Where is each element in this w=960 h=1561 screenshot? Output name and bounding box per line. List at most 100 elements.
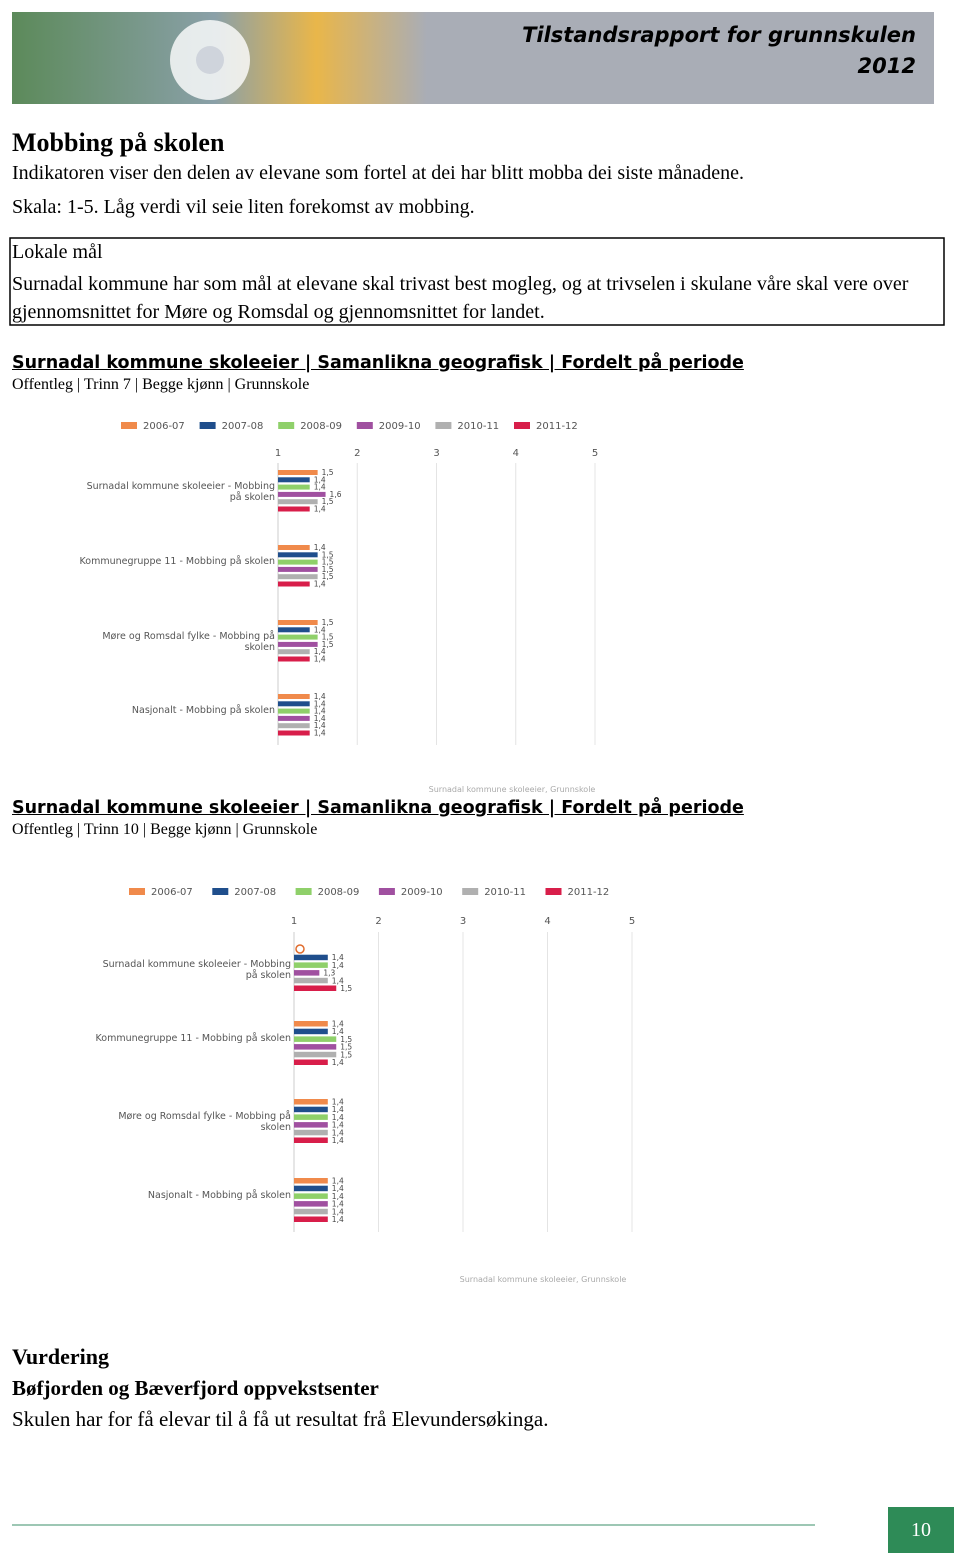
value-label: 1,4 [332, 1058, 344, 1067]
x-tick-label: 4 [544, 916, 550, 927]
bar [294, 1201, 328, 1207]
value-label: 1,5 [340, 1043, 352, 1052]
value-label: 1,5 [340, 1035, 352, 1044]
x-tick-label: 5 [629, 916, 635, 927]
bar [294, 1106, 328, 1113]
section-line: Skala: 1-5. Låg verdi vil seie liten for… [12, 196, 475, 218]
legend-label: 2006-07 [143, 421, 185, 432]
bar [278, 656, 310, 662]
bar [278, 641, 318, 647]
value-label: 1,4 [314, 714, 326, 723]
bar [294, 1129, 328, 1136]
goal-text: Surnadal kommune har som mål at elevane … [12, 273, 909, 323]
header-year: 2012 [858, 54, 916, 78]
bar [278, 694, 310, 699]
legend-label: 2008-09 [318, 887, 360, 898]
chart-subtitle: Offentleg | Trinn 7 | Begge kjønn | Grun… [12, 376, 310, 393]
value-label: 1,4 [332, 1215, 344, 1224]
bar [294, 1193, 328, 1199]
legend-swatch [295, 888, 312, 895]
value-label: 1,4 [332, 1098, 344, 1107]
goal-box [9, 237, 945, 326]
value-label: 1,4 [314, 721, 326, 730]
value-label: 1,4 [314, 655, 326, 664]
bar [278, 620, 318, 625]
assessment-title: Vurdering [12, 1344, 109, 1369]
legend-swatch [121, 422, 137, 429]
value-label: 1,4 [314, 505, 326, 514]
legend-swatch [199, 422, 216, 429]
bar [294, 977, 328, 984]
bar [278, 627, 310, 633]
value-label: 1,4 [314, 647, 326, 656]
section-title: Mobbing på skolen [12, 128, 225, 157]
bar [294, 1122, 328, 1128]
bar [294, 1114, 328, 1120]
value-label: 1,4 [314, 475, 326, 484]
legend-label: 2007-08 [234, 887, 276, 898]
value-label: 1,4 [314, 692, 326, 701]
legend-label: 2007-08 [222, 421, 264, 432]
legend-label: 2009-10 [379, 421, 421, 432]
value-label: 1,5 [340, 1050, 352, 1059]
bar [278, 491, 326, 497]
value-label: 1,4 [332, 1128, 344, 1137]
category-label: Kommunegruppe 11 - Mobbing på skolen [79, 555, 275, 567]
value-label: 1,4 [332, 953, 344, 962]
bar [278, 701, 310, 707]
bar [278, 470, 318, 475]
bar [294, 1051, 337, 1058]
value-label: 1,5 [322, 550, 334, 559]
bar [294, 1021, 328, 1027]
assessment-text: Skulen har for få elevar til å få ut res… [12, 1407, 549, 1431]
legend-swatch [514, 422, 530, 429]
legend-swatch [462, 888, 479, 895]
chart-title: Surnadal kommune skoleeier | Samanlikna … [12, 798, 744, 818]
legend-swatch [545, 888, 562, 895]
category-label: Nasjonalt - Mobbing på skolen [131, 704, 275, 716]
bar [294, 985, 337, 991]
legend-swatch [212, 888, 229, 895]
value-label: 1,4 [332, 1192, 344, 1201]
value-label: 1,4 [332, 976, 344, 985]
chart-subtitle: Offentleg | Trinn 10 | Begge kjønn | Gru… [12, 821, 318, 838]
x-tick-label: 3 [460, 916, 466, 927]
value-label: 1,3 [323, 969, 335, 978]
bar [278, 552, 318, 558]
bar [278, 574, 318, 580]
bar [294, 1178, 328, 1184]
x-tick-label: 1 [275, 448, 281, 459]
chart-source: Surnadal kommune skoleeier, Grunnskole [429, 785, 596, 794]
section-line: Indikatoren viser den delen av elevane s… [12, 162, 744, 184]
bar [294, 1059, 328, 1065]
bar [294, 1099, 328, 1105]
value-label: 1,4 [332, 1020, 344, 1029]
x-tick-label: 3 [433, 448, 439, 459]
bar [278, 715, 310, 721]
bar [278, 723, 310, 729]
assessment-school: Bøfjorden og Bæverfjord oppvekstsenter [12, 1376, 379, 1400]
category-label: Kommunegruppe 11 - Mobbing på skolen [95, 1033, 291, 1045]
bar [294, 1216, 328, 1222]
bar [294, 970, 320, 976]
bar [294, 962, 328, 968]
value-label: 1,5 [322, 565, 334, 574]
bar [294, 1137, 328, 1143]
value-label: 1,6 [330, 490, 342, 499]
value-label: 1,4 [314, 580, 326, 589]
bar [278, 649, 310, 655]
header-flower-center [196, 46, 224, 74]
chart-title: Surnadal kommune skoleeier | Samanlikna … [12, 353, 744, 373]
bar [294, 1036, 337, 1042]
value-label: 1,4 [314, 729, 326, 738]
value-label: 1,4 [332, 1207, 344, 1216]
bar [278, 477, 310, 483]
legend-label: 2011-12 [536, 421, 578, 432]
legend-swatch [129, 888, 145, 895]
bar [278, 484, 310, 490]
value-label: 1,5 [340, 984, 352, 993]
legend-label: 2011-12 [568, 887, 610, 898]
bar [294, 1028, 328, 1035]
